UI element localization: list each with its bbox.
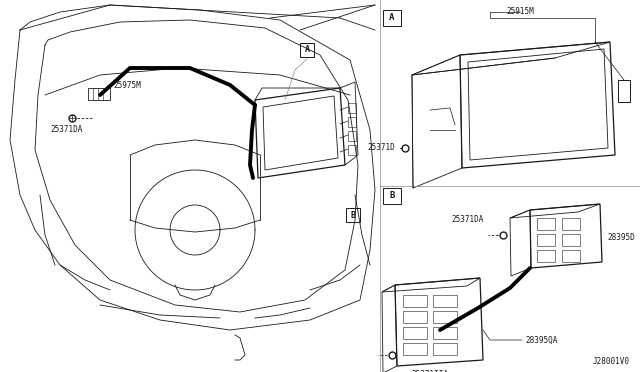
Text: 25975M: 25975M [113, 80, 141, 90]
Text: 28395D: 28395D [607, 232, 635, 241]
Text: A: A [389, 13, 395, 22]
Text: 28395QA: 28395QA [525, 336, 557, 344]
Text: 25371DA: 25371DA [50, 125, 83, 135]
Text: 25371IIA: 25371IIA [412, 370, 449, 372]
Text: 25371DA: 25371DA [452, 215, 484, 224]
Text: B: B [351, 211, 355, 219]
Text: 25371D: 25371D [367, 144, 395, 153]
Text: B: B [389, 192, 395, 201]
Text: A: A [305, 45, 310, 55]
Text: 25915M: 25915M [506, 7, 534, 16]
Text: J28001V0: J28001V0 [593, 357, 630, 366]
